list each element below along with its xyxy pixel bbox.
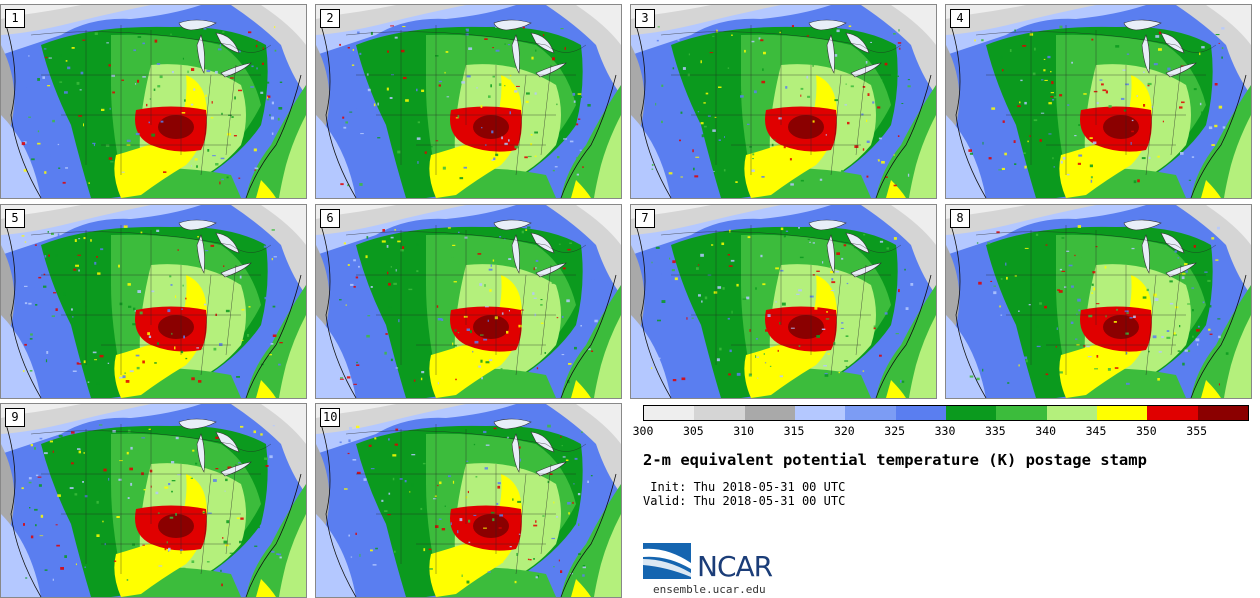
member-label: 10 xyxy=(320,408,341,427)
colorbar-segment xyxy=(1096,406,1148,420)
map-field xyxy=(631,5,936,198)
member-label: 4 xyxy=(950,9,970,28)
colorbar-tick-label: 330 xyxy=(934,424,956,438)
member-panel-9[interactable]: 9 xyxy=(0,403,307,598)
logo-text: NCAR xyxy=(697,550,773,583)
map-field xyxy=(316,404,621,597)
member-panel-8[interactable]: 8 xyxy=(945,204,1252,399)
colorbar-tick-label: 300 xyxy=(632,424,654,438)
colorbar-tick-label: 315 xyxy=(783,424,805,438)
colorbar-tick-label: 310 xyxy=(733,424,755,438)
member-panel-5[interactable]: 5 xyxy=(0,204,307,399)
map-field xyxy=(316,5,621,198)
map-field xyxy=(631,205,936,398)
map-field xyxy=(316,205,621,398)
site-url[interactable]: ensemble.ucar.edu xyxy=(653,583,766,596)
member-label: 1 xyxy=(5,9,25,28)
colorbar-tick-label: 340 xyxy=(1035,424,1057,438)
colorbar-tick-label: 345 xyxy=(1085,424,1107,438)
colorbar-segment xyxy=(996,406,1047,420)
colorbar-segment xyxy=(794,406,846,420)
colorbar-tick-label: 355 xyxy=(1186,424,1208,438)
member-label: 8 xyxy=(950,209,970,228)
member-label: 6 xyxy=(320,209,340,228)
member-panel-7[interactable]: 7 xyxy=(630,204,937,399)
ncar-logo-icon xyxy=(643,543,691,579)
member-label: 7 xyxy=(635,209,655,228)
map-field xyxy=(946,205,1251,398)
colorbar-segment xyxy=(945,406,997,420)
colorbar-segment xyxy=(845,406,896,420)
member-panel-3[interactable]: 3 xyxy=(630,4,937,199)
member-panel-2[interactable]: 2 xyxy=(315,4,622,199)
member-panel-6[interactable]: 6 xyxy=(315,204,622,399)
map-field xyxy=(1,5,306,198)
colorbar xyxy=(643,405,1249,421)
map-field xyxy=(1,205,306,398)
colorbar-segment xyxy=(644,406,695,420)
member-panel-10[interactable]: 10 xyxy=(315,403,622,598)
map-field xyxy=(946,5,1251,198)
member-panel-1[interactable]: 1 xyxy=(0,4,307,199)
colorbar-segment xyxy=(694,406,745,420)
member-label: 3 xyxy=(635,9,655,28)
colorbar-segment xyxy=(1197,406,1248,420)
map-field xyxy=(1,404,306,597)
colorbar-segment xyxy=(1046,406,1097,420)
colorbar-tick-label: 305 xyxy=(682,424,704,438)
colorbar-segment xyxy=(1147,406,1198,420)
colorbar-tick-label: 350 xyxy=(1135,424,1157,438)
member-label: 5 xyxy=(5,209,25,228)
colorbar-tick-label: 325 xyxy=(884,424,906,438)
plot-title: 2-m equivalent potential temperature (K)… xyxy=(643,451,1147,469)
init-time: Init: Thu 2018-05-31 00 UTC xyxy=(643,480,846,494)
member-panel-4[interactable]: 4 xyxy=(945,4,1252,199)
colorbar-tick-label: 320 xyxy=(833,424,855,438)
member-label: 2 xyxy=(320,9,340,28)
colorbar-tick-label: 335 xyxy=(984,424,1006,438)
colorbar-segment xyxy=(744,406,795,420)
colorbar-segment xyxy=(895,406,946,420)
member-label: 9 xyxy=(5,408,25,427)
valid-time: Valid: Thu 2018-05-31 00 UTC xyxy=(643,494,846,508)
